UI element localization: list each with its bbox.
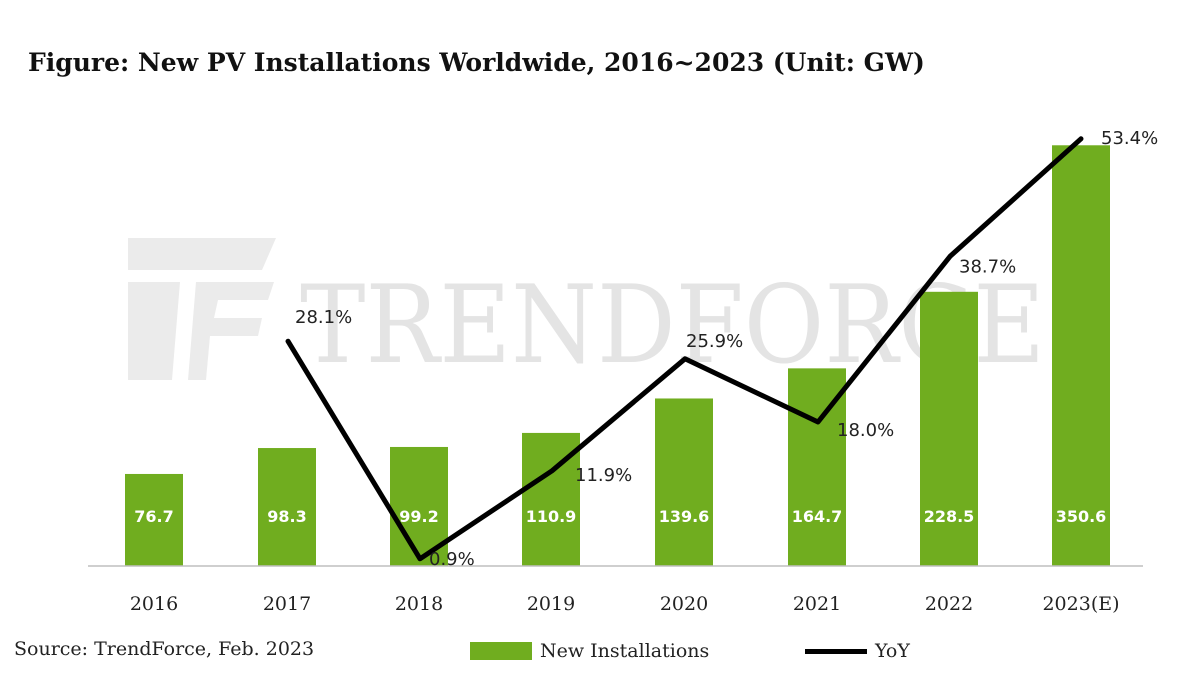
- bar-value-label: 76.7: [134, 507, 173, 526]
- bar-value-label: 228.5: [924, 507, 975, 526]
- legend-line-swatch: [805, 648, 867, 654]
- x-tick-label: 2018: [395, 593, 443, 615]
- yoy-value-label: 25.9%: [686, 331, 743, 352]
- source-note: Source: TrendForce, Feb. 2023: [14, 638, 315, 660]
- bar-labels-group: 76.7 98.3 99.2 110.9 139.6 164.7 228.5 350.6: [134, 507, 1106, 526]
- yoy-labels-group: 28.1% 0.9% 11.9% 25.9% 18.0% 38.7% 53.4%: [295, 128, 1158, 570]
- watermark-logo-mark: [128, 282, 180, 380]
- yoy-value-label: 38.7%: [959, 256, 1016, 277]
- bar-2016: [125, 473, 183, 566]
- bar-2022: [920, 291, 978, 566]
- bars-group: [125, 145, 1110, 566]
- yoy-value-label: 18.0%: [837, 420, 894, 441]
- bar-value-label: 164.7: [792, 507, 843, 526]
- x-tick-label: 2020: [660, 593, 708, 615]
- x-tick-label: 2017: [263, 593, 311, 615]
- yoy-value-label: 0.9%: [429, 549, 475, 570]
- bar-value-label: 139.6: [659, 507, 710, 526]
- bar-2023(E): [1052, 145, 1110, 566]
- watermark-logo-mark: [128, 238, 276, 270]
- chart-title: Figure: New PV Installations Worldwide, …: [28, 48, 925, 77]
- watermark-logo-mark: [188, 282, 274, 380]
- x-tick-label: 2022: [925, 593, 973, 615]
- x-tick-label: 2019: [527, 593, 575, 615]
- legend-item-bars: New Installations: [470, 640, 709, 662]
- bar-value-label: 98.3: [267, 507, 306, 526]
- yoy-line: [285, 136, 1084, 562]
- bar-value-label: 350.6: [1056, 507, 1107, 526]
- bar-2020: [655, 398, 713, 566]
- yoy-value-label: 53.4%: [1101, 128, 1158, 149]
- yoy-value-label: 11.9%: [575, 465, 632, 486]
- legend-line-label: YoY: [875, 640, 910, 662]
- x-tick-labels: 2016 2017 2018 2019 2020 2021 2022 2023(E): [130, 593, 1120, 615]
- bar-value-label: 99.2: [399, 507, 438, 526]
- bar-value-label: 110.9: [526, 507, 577, 526]
- x-tick-label: 2023(E): [1042, 593, 1119, 615]
- yoy-value-label: 28.1%: [295, 307, 352, 328]
- x-tick-label: 2016: [130, 593, 178, 615]
- legend-bar-swatch: [470, 642, 532, 660]
- bar-2017: [258, 448, 316, 566]
- legend-bar-label: New Installations: [540, 640, 710, 662]
- x-tick-label: 2021: [793, 593, 841, 615]
- legend-item-line: YoY: [805, 640, 910, 662]
